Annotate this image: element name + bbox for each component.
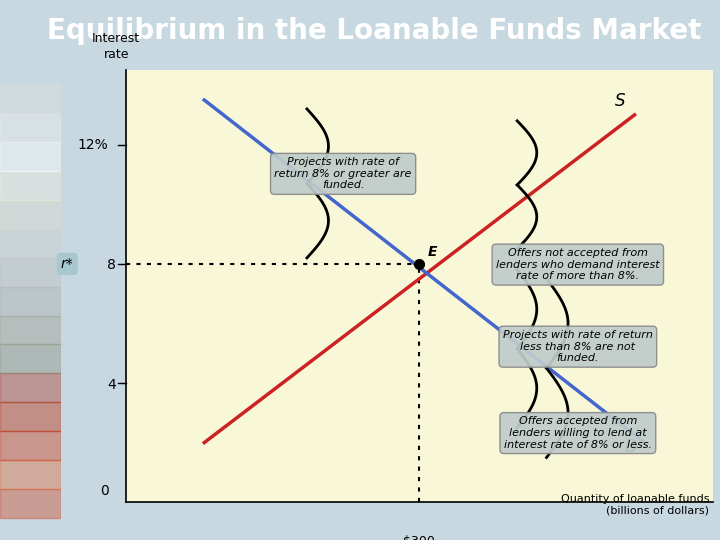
Text: Projects with rate of return
less than 8% are not
funded.: Projects with rate of return less than 8…	[503, 330, 653, 363]
Text: D: D	[625, 437, 637, 456]
Bar	[0, 84, 61, 113]
Bar	[0, 345, 61, 374]
Text: r*: r*	[61, 257, 73, 271]
Bar	[0, 315, 61, 345]
Bar	[0, 141, 61, 171]
Bar	[0, 200, 61, 228]
Bar	[0, 171, 61, 200]
Bar	[0, 489, 61, 518]
Text: Interest
rate: Interest rate	[92, 32, 140, 61]
Text: E: E	[427, 245, 437, 259]
Text: 0: 0	[99, 484, 109, 498]
Text: S: S	[615, 92, 626, 110]
Bar	[0, 228, 61, 258]
Bar	[0, 431, 61, 460]
Text: Offers not accepted from
lenders who demand interest
rate of more than 8%.: Offers not accepted from lenders who dem…	[496, 248, 660, 281]
Bar	[0, 460, 61, 489]
Bar	[0, 287, 61, 315]
Text: Equilibrium in the Loanable Funds Market: Equilibrium in the Loanable Funds Market	[48, 17, 701, 45]
Text: Quantity of loanable funds
(billions of dollars): Quantity of loanable funds (billions of …	[561, 494, 709, 516]
Bar	[0, 113, 61, 141]
Bar	[0, 402, 61, 431]
Text: 12%: 12%	[78, 138, 109, 152]
Bar	[0, 374, 61, 402]
Bar	[0, 258, 61, 287]
Text: Projects with rate of
return 8% or greater are
funded.: Projects with rate of return 8% or great…	[274, 157, 412, 191]
Text: $300: $300	[403, 535, 436, 540]
Text: Offers accepted from
lenders willing to lend at
interest rate of 8% or less.: Offers accepted from lenders willing to …	[504, 416, 652, 450]
